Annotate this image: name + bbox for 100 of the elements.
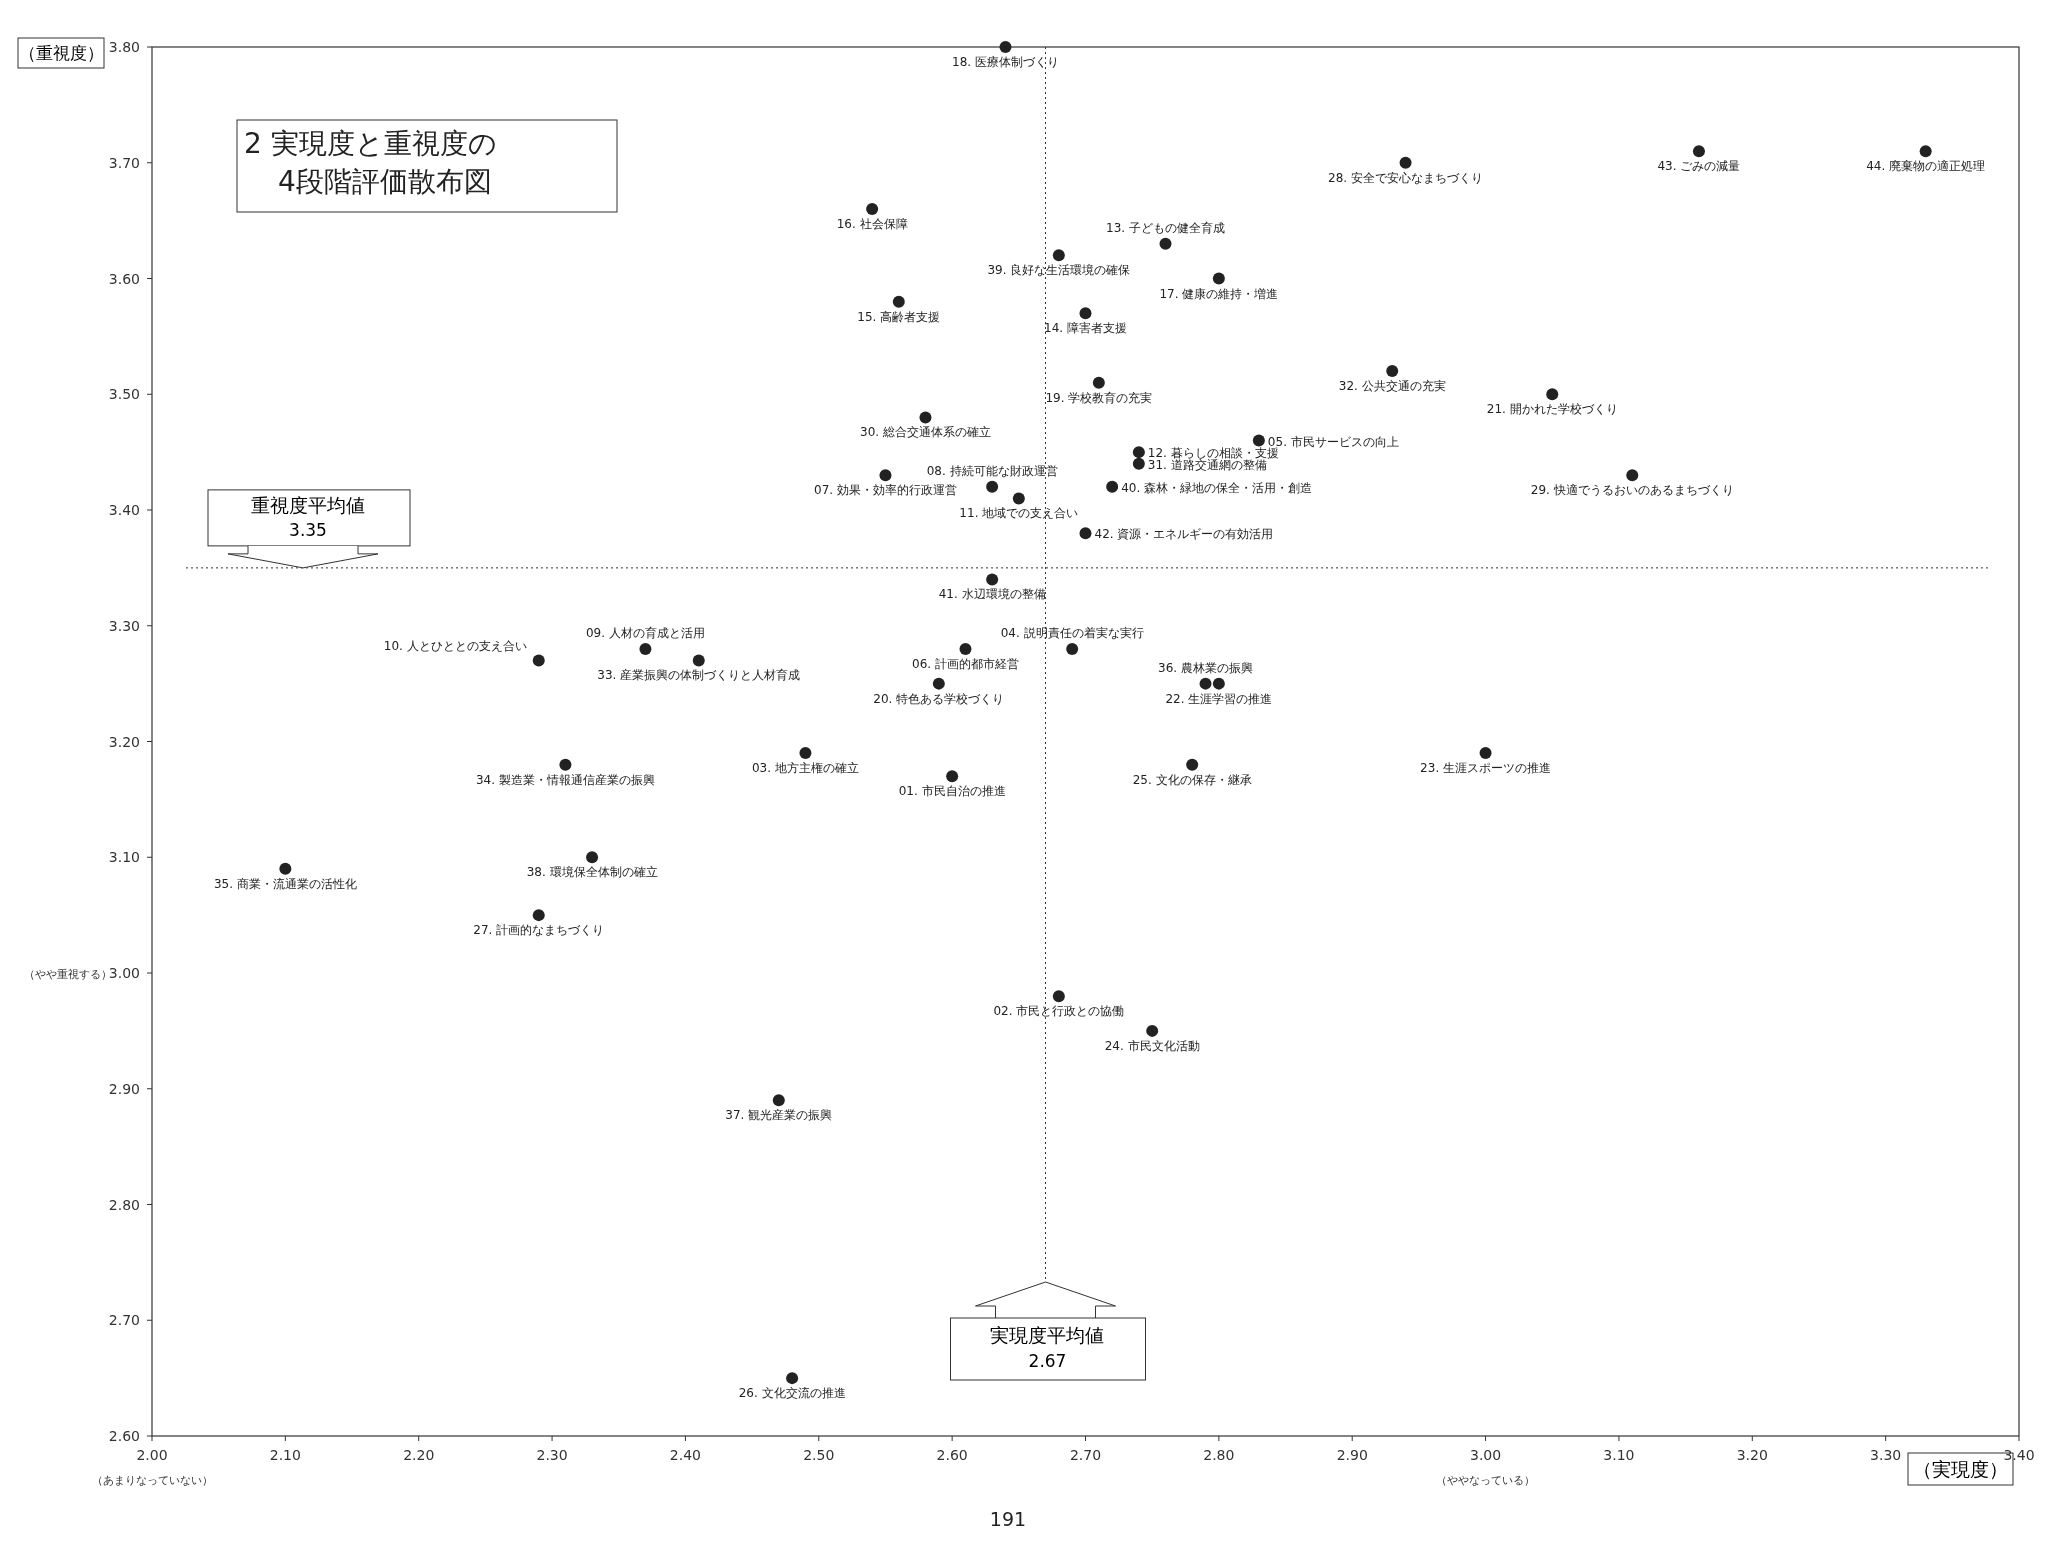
point [1012,492,1025,505]
y-tick-label: 2.90 [108,1080,140,1097]
point [1546,388,1559,401]
y-tick-label: 3.20 [108,733,140,750]
series-label: 36. 農林業の振興 [1158,660,1253,675]
ref-line-label: 重視度平均値 3.35 [251,493,365,540]
series-label: 08. 持続可能な財政運営 [926,463,1058,478]
point [1186,758,1199,771]
point [919,411,932,424]
point [932,677,945,690]
y-tick-label: 3.60 [108,270,140,287]
point [946,770,959,783]
series-label: 09. 人材の育成と活用 [585,625,705,640]
point [1052,990,1065,1003]
series-label: 15. 高齢者支援 [857,309,941,324]
point [1199,677,1212,690]
series-label: 01. 市民自治の推進 [898,784,1006,799]
y-tick-label: 3.80 [108,39,140,55]
series-label: 30. 総合交通体系の確立 [860,425,991,440]
point [1626,469,1639,482]
x-tick-label: 2.50 [803,1447,835,1463]
x-tick-label: 2.60 [936,1447,968,1463]
point [1052,249,1065,262]
y-tick-label: 2.70 [108,1312,140,1329]
point [559,758,572,771]
point [892,295,905,308]
y-tick-label: 2.60 [108,1428,140,1444]
point [959,642,972,655]
series-label: 23. 生涯スポーツの推進 [1420,761,1552,776]
series-label: 02. 市民と行政との協働 [993,1004,1125,1019]
point [1106,480,1119,493]
series-label: 22. 生涯学習の推進 [1165,691,1273,706]
point [692,654,705,667]
point [1079,307,1092,320]
series-label: 43. ごみの減量 [1657,159,1741,174]
point [1079,527,1092,540]
point [772,1094,785,1107]
series-label: 39. 良好な生活環境の確保 [987,263,1131,278]
series-label: 19. 学校教育の充実 [1045,390,1153,405]
series-label: 25. 文化の保存・継承 [1132,772,1252,787]
x-tick-label: 2.00 [136,1447,168,1463]
point [1919,145,1932,158]
x-tick-label: 2.40 [669,1447,702,1463]
y-tick-label: 3.50 [108,386,140,403]
point [1479,747,1492,760]
text: （あまりなっていない） [91,1474,213,1487]
point [866,203,879,216]
y-tick-label: 3.40 [108,502,140,518]
point [1212,272,1225,285]
series-label: 38. 環境保全体制の確立 [526,865,658,880]
series-label: 33. 産業振興の体制づくりと人材育成 [597,668,801,683]
point [1386,365,1399,378]
point [1159,237,1172,250]
point [1692,145,1705,158]
y-tick-label: 3.30 [108,617,140,634]
point [279,862,292,875]
x-tick-label: 3.10 [1603,1447,1635,1463]
x-tick-label: 2.10 [269,1447,301,1463]
series-label: 29. 快適でうるおいのあるまちづくり [1530,483,1734,498]
series-label: 11. 地域での支え合い [959,506,1079,521]
x-tick-label: 3.40 [2003,1447,2035,1463]
point [586,851,599,864]
series-label: 16. 社会保障 [836,217,908,232]
ref-line-label: 実現度平均値 2.67 [990,1324,1105,1371]
point [1212,677,1225,690]
x-tick-label: 2.70 [1069,1447,1102,1463]
series-label: 24. 市民文化活動 [1104,1038,1200,1053]
point [1132,446,1145,459]
series-label: 26. 文化交流の推進 [738,1386,846,1401]
point [639,642,652,655]
text: 191 [989,1508,1027,1530]
series-label: 34. 製造業・情報通信産業の振興 [475,772,655,787]
point [999,41,1012,53]
x-tick-label: 3.20 [1736,1447,1768,1463]
x-tick-label: 2.90 [1336,1447,1368,1463]
x-tick-label: 2.80 [1203,1447,1235,1463]
point [532,909,545,922]
point [1066,642,1079,655]
y-tick-label: 2.80 [108,1196,140,1213]
point [1399,156,1412,169]
point [986,480,999,493]
series-label: 03. 地方主権の確立 [752,761,859,776]
text: 2 実現度と重視度の 4段階評価散布図 [244,127,497,198]
series-label: 13. 子どもの健全育成 [1106,220,1225,235]
series-label: 37. 観光産業の振興 [725,1108,833,1123]
series-label: 18. 医療体制づくり [952,55,1059,69]
series-label: 40. 森林・緑地の保全・活用・創造 [1121,480,1313,495]
point [879,469,892,482]
series-label: 32. 公共交通の充実 [1338,379,1446,394]
point [786,1372,799,1385]
series-label: 07. 効果・効率的行政運営 [814,483,957,498]
point [799,747,812,760]
series-label: 28. 安全で安心なまちづくり [1328,170,1484,185]
point [1252,434,1265,447]
point [1092,376,1105,389]
series-label: 06. 計画的都市経営 [912,656,1019,671]
x-tick-label: 3.00 [1469,1447,1502,1463]
x-tick-label: 3.30 [1870,1447,1902,1463]
series-label: 44. 廃棄物の適正処理 [1866,159,1986,174]
series-label: 14. 障害者支援 [1044,321,1127,336]
